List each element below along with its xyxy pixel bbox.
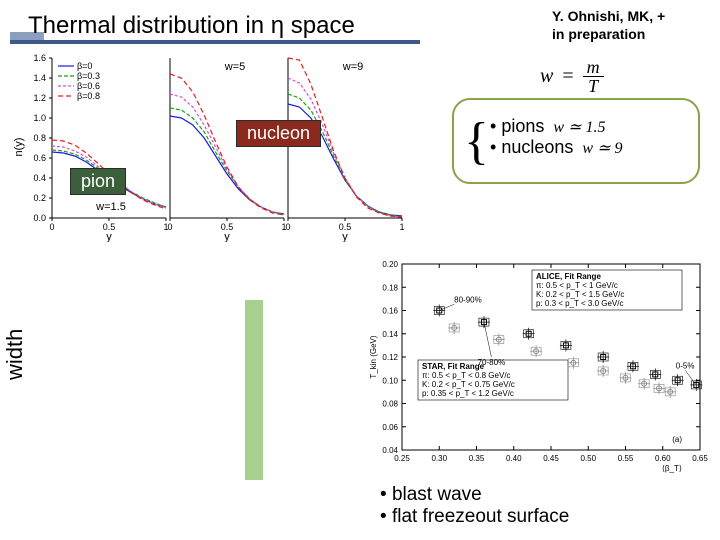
svg-text:0.0: 0.0 bbox=[33, 213, 46, 223]
svg-text:0.16: 0.16 bbox=[382, 307, 398, 316]
svg-text:(a): (a) bbox=[672, 435, 682, 444]
svg-text:0.10: 0.10 bbox=[382, 376, 398, 385]
svg-text:β=0.3: β=0.3 bbox=[77, 71, 100, 81]
svg-text:p: 0.3 < p_T < 3.0 GeV/c: p: 0.3 < p_T < 3.0 GeV/c bbox=[536, 299, 623, 308]
citation-line1: Y. Ohnishi, MK, + bbox=[552, 8, 665, 24]
svg-text:1.0: 1.0 bbox=[33, 113, 46, 123]
item-label: nucleons bbox=[501, 137, 573, 157]
brace-icon: { bbox=[464, 114, 489, 170]
svg-text:0.65: 0.65 bbox=[692, 454, 708, 463]
formula-den: T bbox=[583, 77, 604, 97]
svg-text:0.4: 0.4 bbox=[33, 173, 46, 183]
formula-eq: = bbox=[558, 65, 577, 87]
bottom-bullets: blast wave flat freezeout surface bbox=[380, 484, 569, 528]
pion-callout: pion bbox=[70, 168, 126, 195]
formula-lhs: w bbox=[540, 65, 553, 87]
svg-text:1.4: 1.4 bbox=[33, 73, 46, 83]
tkin-vs-beta-chart: 0.040.060.080.100.120.140.160.180.200.25… bbox=[362, 256, 710, 474]
svg-text:1.2: 1.2 bbox=[33, 93, 46, 103]
width-axis-label: width bbox=[2, 329, 28, 380]
svg-text:0.25: 0.25 bbox=[394, 454, 410, 463]
citation: Y. Ohnishi, MK, + in preparation bbox=[552, 8, 702, 43]
svg-text:K: 0.2 < p_T < 1.5 GeV/c: K: 0.2 < p_T < 1.5 GeV/c bbox=[536, 290, 624, 299]
svg-text:0.40: 0.40 bbox=[506, 454, 522, 463]
svg-text:0.08: 0.08 bbox=[382, 400, 398, 409]
svg-text:0.8: 0.8 bbox=[33, 133, 46, 143]
svg-text:0.6: 0.6 bbox=[33, 153, 46, 163]
particle-w-box: { pions w ≃ 1.5 nucleons w ≃ 9 bbox=[452, 98, 700, 184]
svg-text:β=0.8: β=0.8 bbox=[77, 91, 100, 101]
svg-text:T_kin (GeV): T_kin (GeV) bbox=[369, 335, 378, 378]
item-label: pions bbox=[501, 116, 544, 136]
svg-text:0.55: 0.55 bbox=[618, 454, 634, 463]
formula-num: m bbox=[583, 58, 604, 77]
svg-text:w=5: w=5 bbox=[224, 61, 246, 73]
svg-text:0.14: 0.14 bbox=[382, 330, 398, 339]
list-item: pions w ≃ 1.5 bbox=[490, 116, 622, 137]
svg-text:0.30: 0.30 bbox=[431, 454, 447, 463]
svg-text:70-80%: 70-80% bbox=[478, 358, 506, 367]
svg-text:80-90%: 80-90% bbox=[454, 295, 482, 304]
svg-text:π: 0.5 < p_T < 1 GeV/c: π: 0.5 < p_T < 1 GeV/c bbox=[536, 281, 618, 290]
svg-text:ALICE, Fit Range: ALICE, Fit Range bbox=[536, 272, 601, 281]
formula-fraction: m T bbox=[583, 58, 604, 97]
svg-text:0.35: 0.35 bbox=[469, 454, 485, 463]
formula-w-m-over-T: w = m T bbox=[540, 58, 604, 97]
list-item: nucleons w ≃ 9 bbox=[490, 137, 622, 158]
citation-line2: in preparation bbox=[552, 26, 645, 42]
svg-text:STAR, Fit Range: STAR, Fit Range bbox=[422, 362, 485, 371]
svg-text:0: 0 bbox=[49, 222, 54, 232]
svg-text:p: 0.35 < p_T < 1.2 GeV/c: p: 0.35 < p_T < 1.2 GeV/c bbox=[422, 389, 514, 398]
title-underline bbox=[10, 40, 420, 44]
svg-text:y: y bbox=[224, 231, 230, 242]
svg-text:β=0: β=0 bbox=[77, 61, 92, 71]
svg-text:w=9: w=9 bbox=[342, 61, 364, 73]
svg-text:n(y): n(y) bbox=[13, 138, 25, 157]
svg-text:K: 0.2 < p_T < 0.75 GeV/c: K: 0.2 < p_T < 0.75 GeV/c bbox=[422, 380, 515, 389]
svg-text:0: 0 bbox=[167, 222, 172, 232]
svg-text:y: y bbox=[106, 231, 112, 242]
green-bar bbox=[245, 300, 263, 480]
svg-text:0: 0 bbox=[285, 222, 290, 232]
svg-text:0.12: 0.12 bbox=[382, 353, 398, 362]
svg-text:1.6: 1.6 bbox=[33, 53, 46, 63]
svg-text:0.50: 0.50 bbox=[580, 454, 596, 463]
thermal-distribution-chart: 0.00.20.40.60.81.01.21.41.6n(y)00.51yw=1… bbox=[10, 52, 410, 242]
item-wexpr: w ≃ 1.5 bbox=[553, 119, 605, 136]
svg-text:0.20: 0.20 bbox=[382, 260, 398, 269]
svg-text:0.45: 0.45 bbox=[543, 454, 559, 463]
svg-text:0.60: 0.60 bbox=[655, 454, 671, 463]
svg-text:0-5%: 0-5% bbox=[676, 361, 695, 370]
svg-text:π: 0.5 < p_T < 0.8 GeV/c: π: 0.5 < p_T < 0.8 GeV/c bbox=[422, 371, 511, 380]
nucleon-callout: nucleon bbox=[236, 120, 321, 147]
svg-text:w=1.5: w=1.5 bbox=[95, 201, 126, 213]
particle-w-list: pions w ≃ 1.5 nucleons w ≃ 9 bbox=[490, 116, 622, 158]
svg-text:0.06: 0.06 bbox=[382, 423, 398, 432]
svg-text:1: 1 bbox=[399, 222, 404, 232]
title-bar: Thermal distribution in η space bbox=[10, 8, 420, 44]
svg-text:β=0.6: β=0.6 bbox=[77, 81, 100, 91]
svg-text:y: y bbox=[342, 231, 348, 242]
item-wexpr: w ≃ 9 bbox=[582, 140, 622, 157]
list-item: blast wave bbox=[380, 484, 569, 506]
list-item: flat freezeout surface bbox=[380, 506, 569, 528]
svg-text:0.2: 0.2 bbox=[33, 193, 46, 203]
page-title: Thermal distribution in η space bbox=[10, 12, 355, 40]
svg-text:0.18: 0.18 bbox=[382, 283, 398, 292]
svg-text:⟨β_T⟩: ⟨β_T⟩ bbox=[662, 464, 682, 473]
